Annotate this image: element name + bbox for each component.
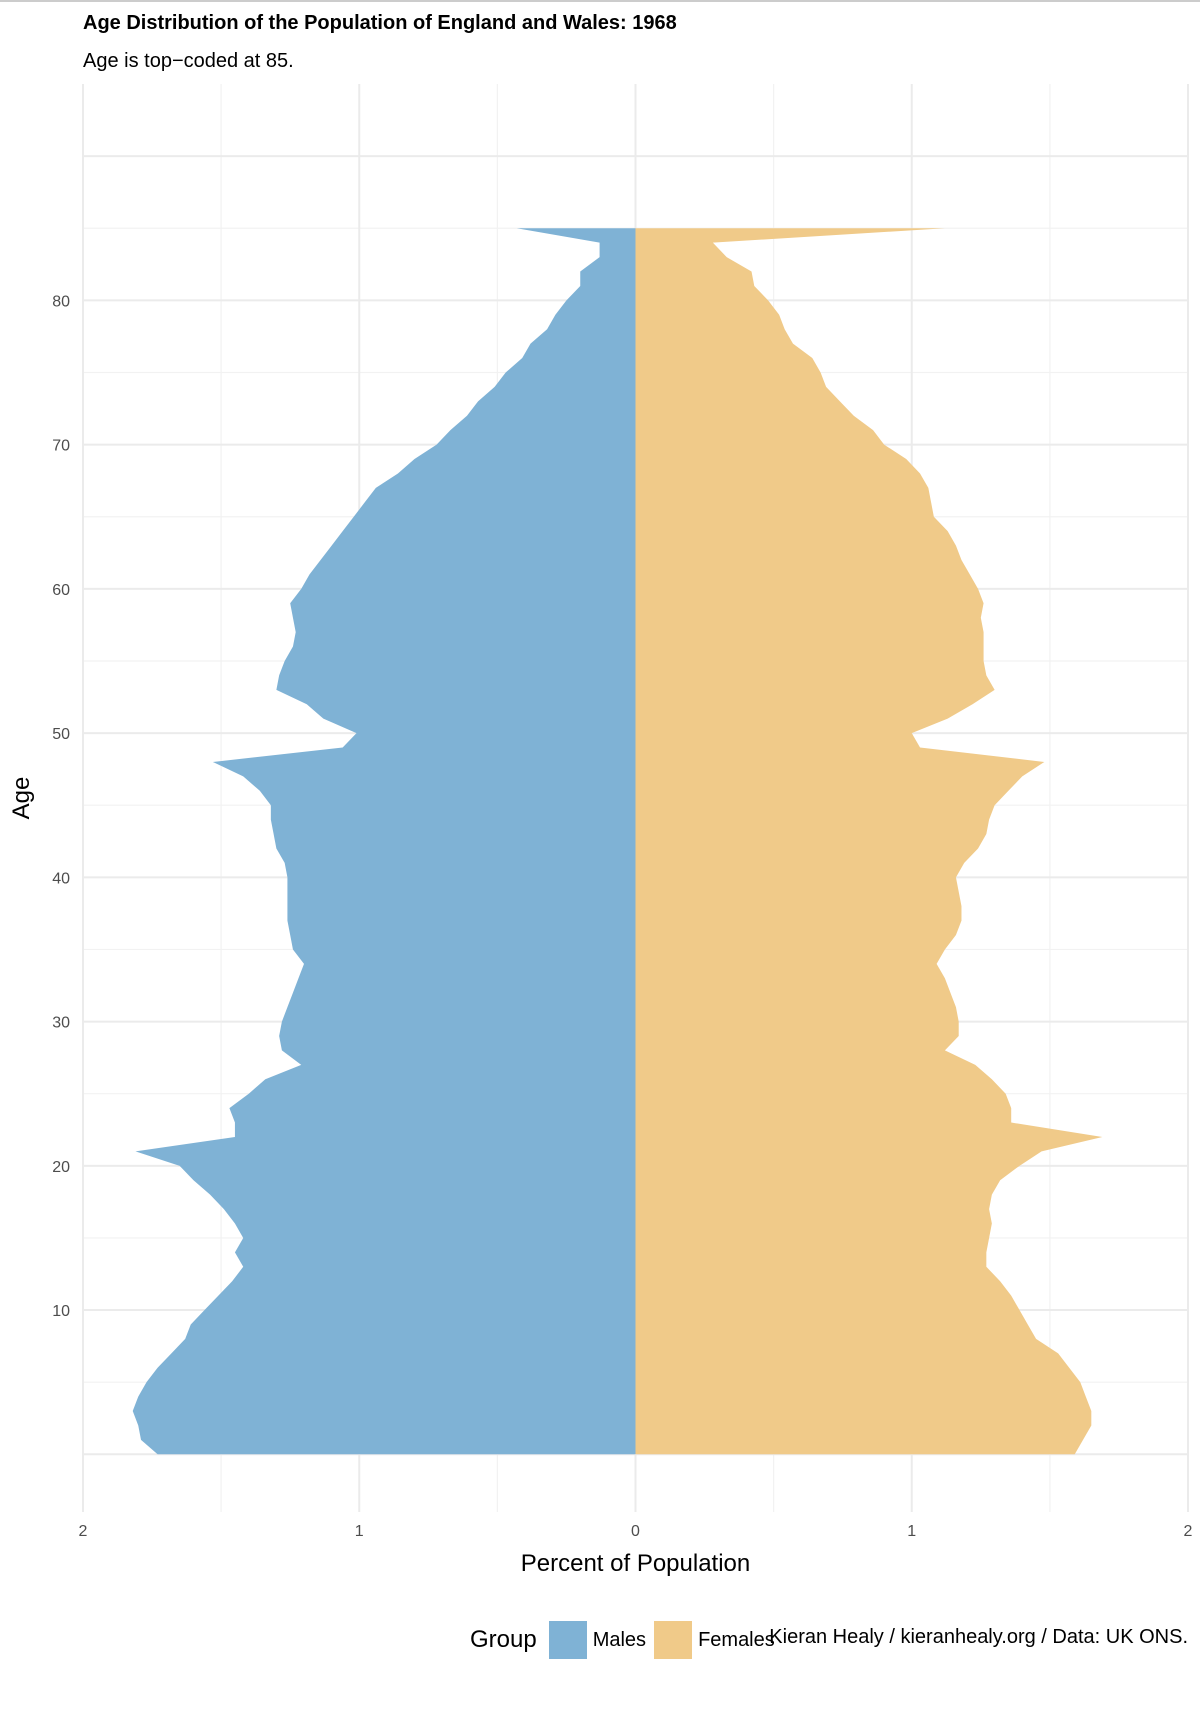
y-tick-label: 10 (52, 1303, 70, 1320)
area-females (635, 228, 1103, 1455)
chart-title: Age Distribution of the Population of En… (83, 12, 677, 34)
x-tick-label: 0 (631, 1523, 640, 1540)
y-tick-label: 40 (52, 870, 70, 887)
y-tick-label: 50 (52, 726, 70, 743)
x-tick-label: 2 (1184, 1523, 1193, 1540)
y-tick-label: 20 (52, 1159, 70, 1176)
x-tick-label: 1 (907, 1523, 916, 1540)
area-males (132, 228, 636, 1455)
legend: Group Males Females (470, 1620, 783, 1660)
legend-label-males: Males (592, 1628, 647, 1651)
y-tick-label: 80 (52, 293, 70, 310)
chart-caption: Kieran Healy / kieranhealy.org / Data: U… (769, 1626, 1188, 1648)
x-tick-label: 2 (79, 1523, 88, 1540)
legend-key-males (548, 1621, 587, 1659)
y-tick-label: 30 (52, 1015, 70, 1032)
chart-subtitle: Age is top−coded at 85. (83, 50, 294, 72)
legend-label-females: Females (698, 1628, 775, 1651)
legend-title: Group (470, 1626, 537, 1653)
legend-key-females (654, 1621, 693, 1659)
y-tick-label: 60 (52, 582, 70, 599)
y-axis-title: Age (8, 777, 35, 820)
x-axis-title: Percent of Population (521, 1550, 751, 1577)
y-tick-label: 70 (52, 438, 70, 455)
top-border (0, 0, 1200, 2)
x-tick-label: 1 (355, 1523, 364, 1540)
